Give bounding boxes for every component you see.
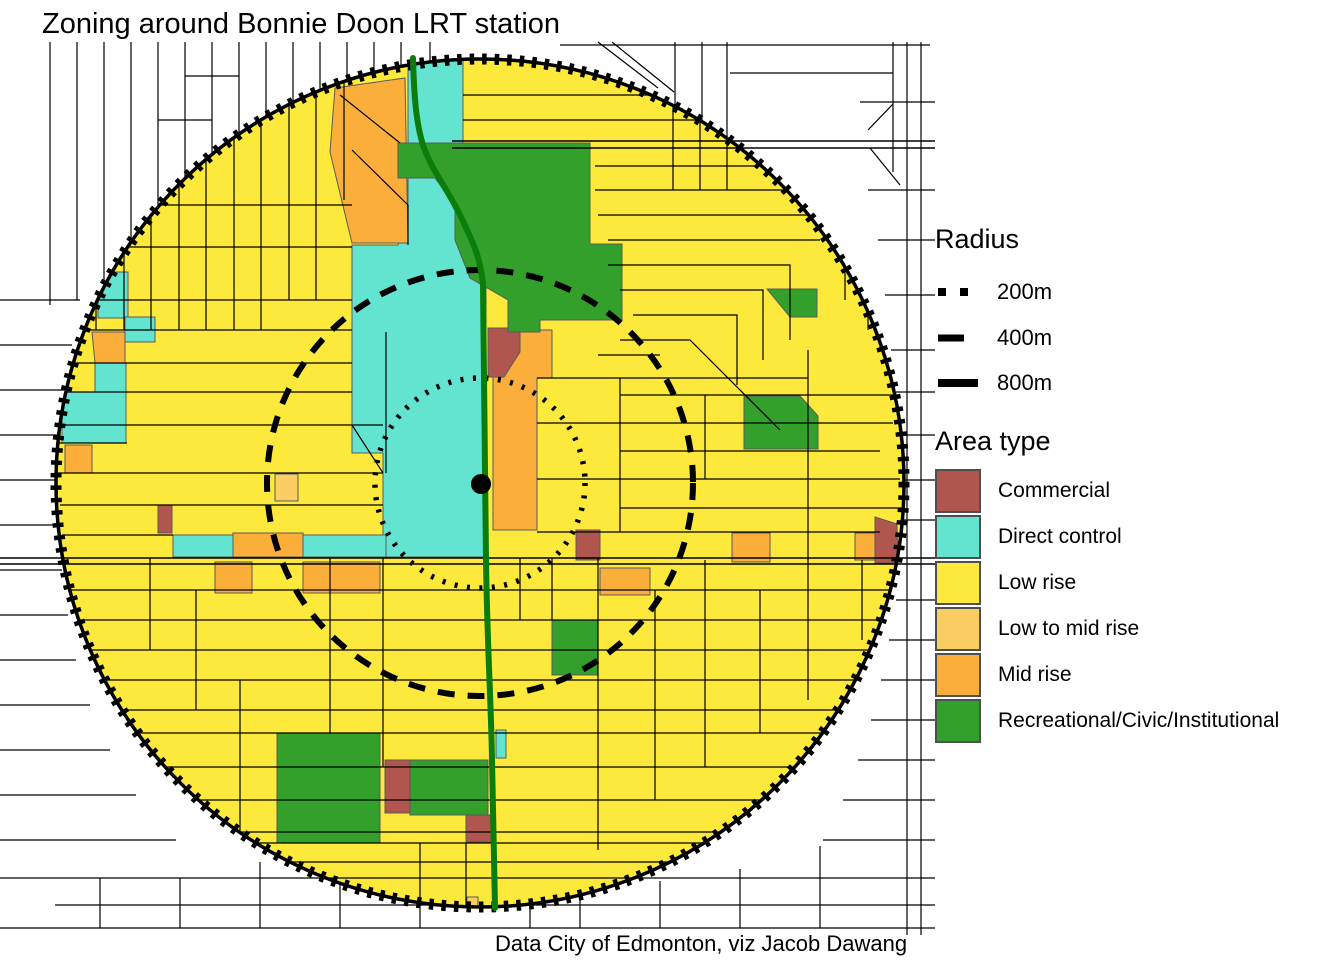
radius-line-sample-400m (938, 334, 964, 342)
area-legend-label: Mid rise (998, 663, 1072, 686)
area-type-legend-heading: Area type (935, 426, 1051, 456)
zone-mid-rise (64, 444, 93, 474)
zone-mid-rise (599, 567, 651, 596)
street (597, 41, 659, 89)
zone-commercial (157, 504, 173, 534)
area-color-swatch-low_rise (935, 561, 981, 605)
street (339, 94, 401, 144)
street (620, 339, 781, 431)
area-legend-label: Low rise (998, 571, 1077, 594)
radius-ring-200m (372, 375, 588, 591)
area-legend-label: Recreational/Civic/Institutional (998, 709, 1280, 732)
zone-direct-control (495, 729, 507, 759)
radius-legend-label: 200m (997, 279, 1053, 304)
street (869, 147, 901, 186)
zone-recreational (409, 759, 489, 816)
radius-legend-item-400m: 400m (935, 323, 1235, 353)
radius-legend-heading: Radius (935, 224, 1020, 254)
zone-commercial (874, 516, 899, 564)
zone-mid-rise (854, 532, 876, 561)
area-color-swatch-mid_rise (935, 653, 981, 697)
lrt-station-marker (471, 474, 491, 494)
street (608, 264, 791, 340)
street (611, 41, 675, 93)
zone-recreational (276, 732, 381, 844)
zone-mid-rise (302, 561, 381, 594)
lrt-line (410, 55, 498, 911)
area-color-swatch-recreational (935, 699, 981, 743)
radius-legend-item-800m: 800m (935, 368, 1235, 398)
area-color-swatch-low_to_mid_rise (935, 607, 981, 651)
major-roads (0, 140, 935, 565)
zone-mid-rise (91, 331, 126, 364)
street (351, 424, 384, 474)
area-color-swatch-commercial (935, 469, 981, 513)
radius-line-sample-200m (938, 288, 972, 296)
area-legend-item-mid_rise: Mid rise (935, 653, 1340, 697)
radius-legend-item-200m: 200m (935, 277, 1235, 307)
zone-mid-rise (214, 561, 253, 594)
radius-legend-label: 400m (997, 325, 1053, 350)
street (351, 149, 409, 206)
zoning-areas (61, 59, 899, 907)
zone-commercial (384, 759, 411, 814)
street (633, 314, 738, 385)
area-legend-item-low_to_mid_rise: Low to mid rise (935, 607, 1340, 651)
area-legend-item-direct_control: Direct control (935, 515, 1340, 559)
zone-mid-rise (232, 532, 304, 558)
street (620, 289, 764, 360)
area-legend-item-recreational: Recreational/Civic/Institutional (935, 699, 1340, 743)
radius-ring-800m (54, 57, 906, 909)
page-title: Zoning around Bonnie Doon LRT station (42, 8, 561, 40)
data-source-caption: Data City of Edmonton, viz Jacob Dawang (495, 931, 908, 956)
area-legend-label: Commercial (998, 479, 1111, 502)
zone-low-to-mid-rise (274, 473, 299, 502)
zone-commercial (575, 529, 601, 561)
zone-mid-rise (329, 77, 409, 244)
area-legend-label: Low to mid rise (998, 617, 1140, 640)
street (867, 103, 894, 131)
zone-recreational (765, 288, 818, 318)
zone-commercial (465, 814, 493, 843)
zone-mid-rise (731, 532, 771, 563)
legend-panel: Radius 200m 400m 800m Area type Commercial… (933, 0, 1344, 960)
radius-line-sample-800m (938, 379, 978, 387)
area-legend-label: Direct control (998, 525, 1122, 548)
map-canvas (0, 41, 935, 935)
zoning-map (0, 41, 935, 935)
area-color-swatch-direct_control (935, 515, 981, 559)
area-legend-item-low_rise: Low rise (935, 561, 1340, 605)
area-legend-item-commercial: Commercial (935, 469, 1340, 513)
radius-legend-label: 800m (997, 370, 1053, 395)
